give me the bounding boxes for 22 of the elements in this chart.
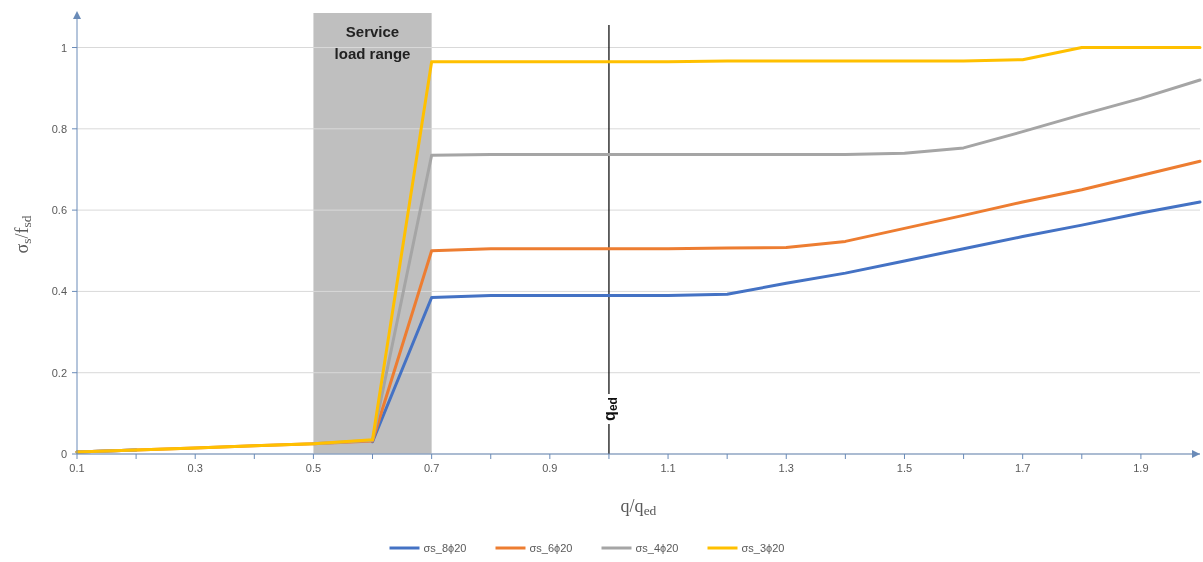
band-label: Service load range — [334, 23, 411, 62]
legend-label: σs_3ϕ20 — [741, 542, 785, 554]
y-tick-label: 0.6 — [51, 204, 67, 217]
x-tick-label: 0.7 — [423, 462, 440, 474]
legend-label: σs_8ϕ20 — [423, 542, 467, 554]
legend-label: σs_6ϕ20 — [529, 542, 573, 554]
y-tick-label: 0.2 — [51, 366, 67, 379]
x-tick-label: 1.7 — [1015, 462, 1031, 474]
x-axis-title: q/q$_{ed}$ — [620, 496, 657, 518]
x-tick-label: 1.9 — [1133, 462, 1149, 474]
x-tick-label: 0.9 — [542, 462, 558, 474]
x-tick-label: 1.5 — [896, 462, 913, 474]
y-tick-label: 1 — [60, 41, 67, 54]
x-tick-label: 0.1 — [69, 462, 85, 474]
y-tick-label: 0.4 — [51, 285, 67, 298]
x-tick-label: 0.3 — [187, 462, 203, 474]
legend-label: σs_4ϕ20 — [635, 542, 679, 554]
y-tick-label: 0 — [60, 448, 67, 460]
x-tick-label: 1.1 — [660, 462, 676, 474]
y-tick-label: 0.8 — [51, 122, 67, 135]
x-tick-label: 1.3 — [778, 462, 794, 474]
x-tick-label: 0.5 — [305, 462, 322, 474]
